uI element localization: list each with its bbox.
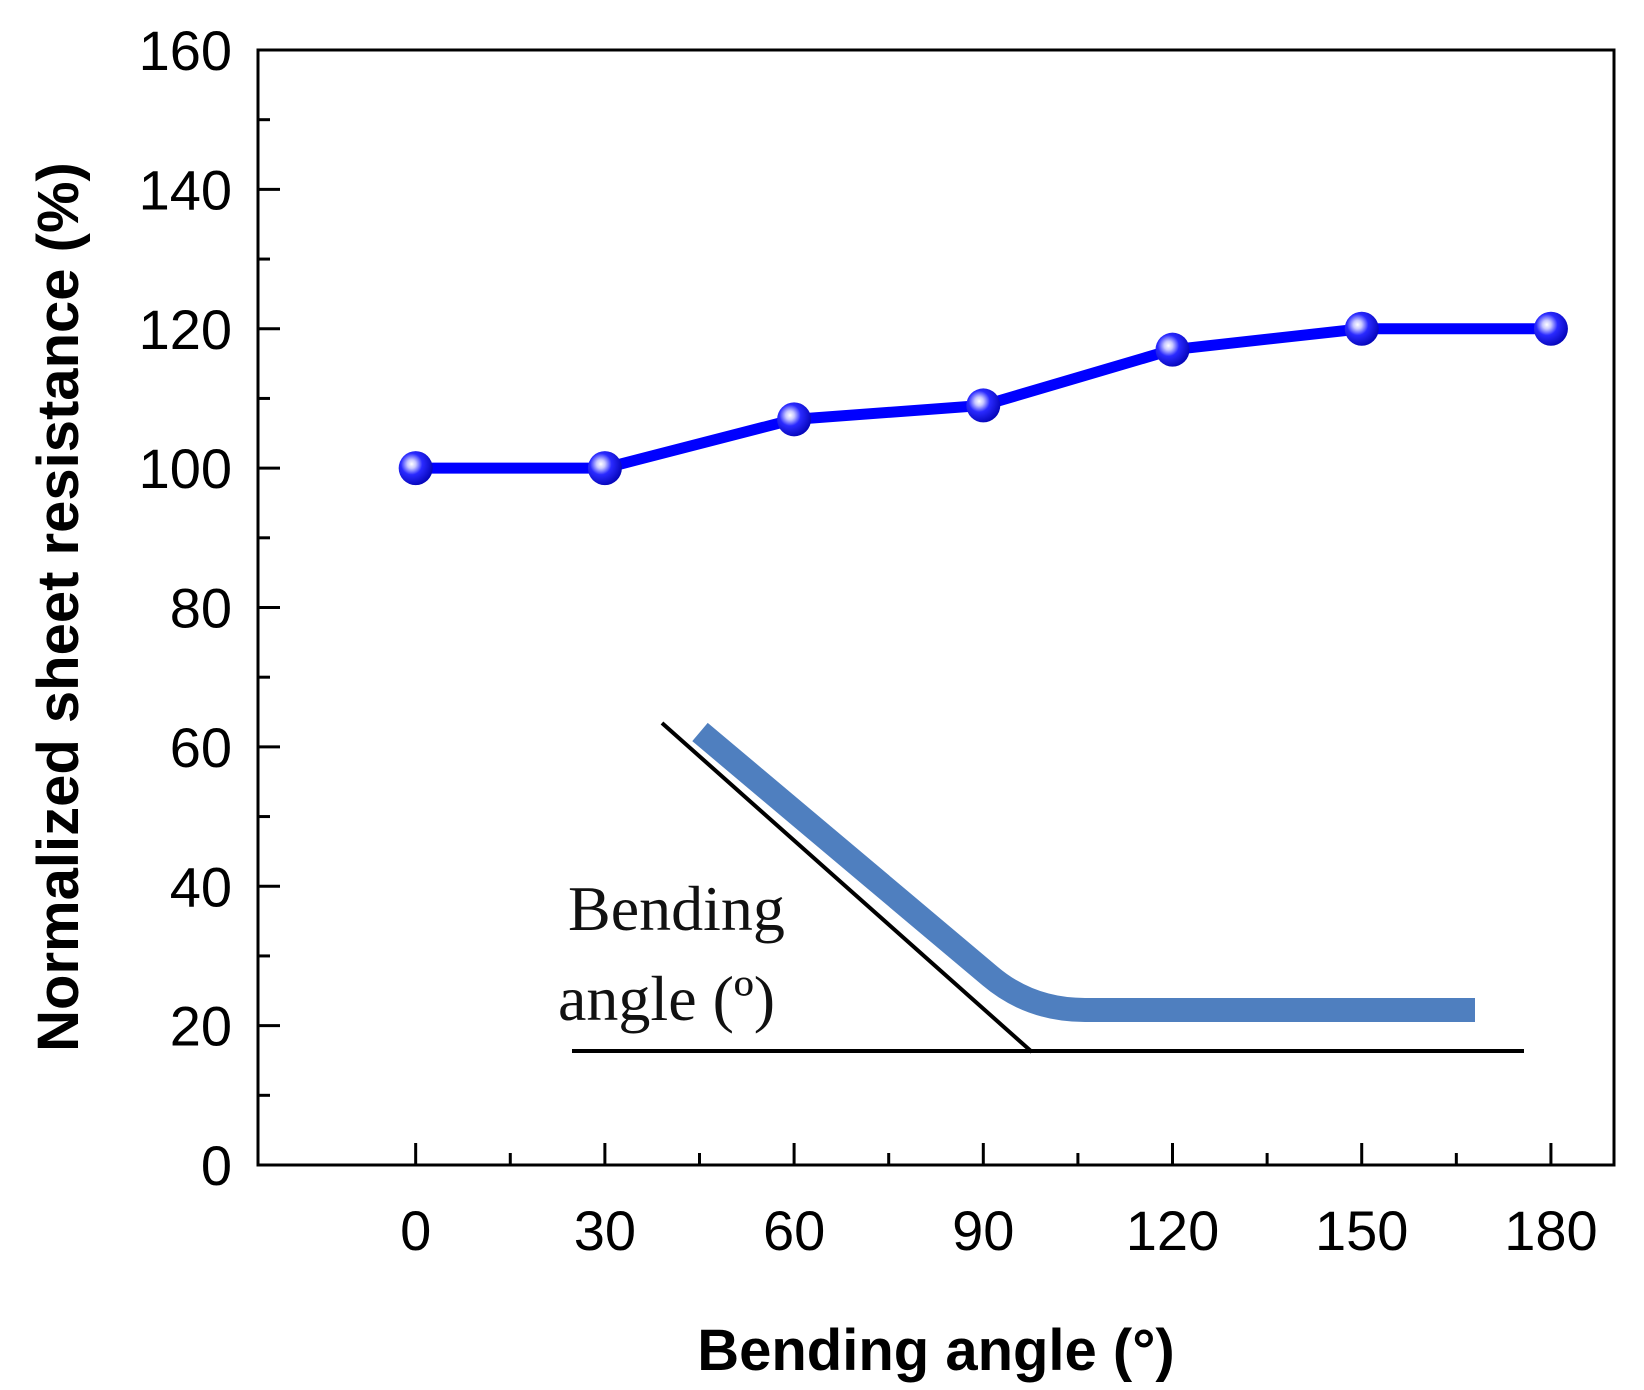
data-point [1155, 332, 1190, 367]
x-tick-label: 0 [400, 1199, 431, 1262]
x-tick-label: 120 [1126, 1199, 1219, 1262]
inset-label-line1: Bending [568, 873, 785, 944]
y-tick-label: 60 [170, 716, 232, 779]
y-tick-label: 140 [139, 158, 232, 221]
x-tick-label: 150 [1315, 1199, 1408, 1262]
x-tick-label: 30 [574, 1199, 636, 1262]
data-point [966, 388, 1001, 423]
data-point [587, 451, 622, 486]
x-axis-tick-labels: 0 30 60 90 120 150 180 [400, 1199, 1598, 1262]
data-point [1533, 311, 1568, 346]
y-tick-label: 20 [170, 995, 232, 1058]
y-tick-label: 100 [139, 437, 232, 500]
x-axis-title: Bending angle (°) [697, 1318, 1175, 1383]
x-tick-label: 180 [1504, 1199, 1597, 1262]
inset-label-line2: angle (º) [558, 963, 775, 1034]
x-tick-label: 60 [763, 1199, 825, 1262]
y-tick-label: 40 [170, 855, 232, 918]
bending-inset: Bending angle (º) [558, 721, 1524, 1054]
series-markers [398, 311, 1568, 486]
plot-frame [256, 48, 1616, 1167]
y-axis-tick-labels: 0 20 40 60 80 100 120 140 160 [139, 19, 232, 1197]
y-axis-title: Normalized sheet resistance (%) [26, 162, 91, 1052]
y-tick-label: 120 [139, 298, 232, 361]
y-tick-label: 160 [139, 19, 232, 82]
y-axis-ticks [258, 48, 280, 1167]
data-point [777, 402, 812, 437]
x-axis-ticks [414, 1143, 1553, 1165]
data-point [1344, 311, 1379, 346]
y-tick-label: 0 [201, 1134, 232, 1197]
inset-reference-line-diagonal [660, 721, 1034, 1054]
data-point [398, 451, 433, 486]
y-tick-label: 80 [170, 577, 232, 640]
inset-bent-strip [692, 722, 1475, 1022]
x-tick-label: 90 [952, 1199, 1014, 1262]
